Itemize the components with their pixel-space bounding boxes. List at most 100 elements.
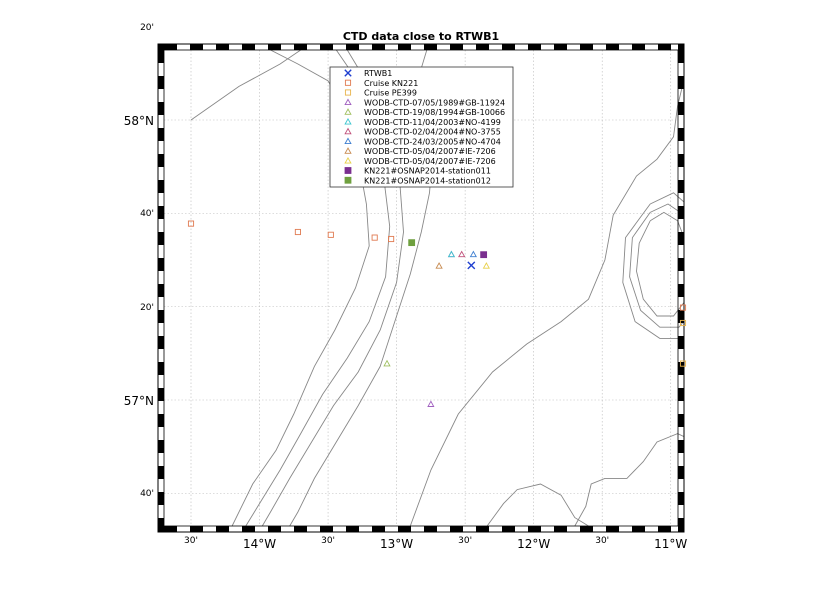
legend-marker — [344, 176, 352, 184]
legend-label: KN221#OSNAP2014-station011 — [364, 167, 491, 176]
legend-marker — [344, 127, 352, 135]
lon-tick-label: 11°W — [654, 537, 687, 551]
frame-segment — [158, 154, 164, 167]
frame-segment — [502, 44, 515, 50]
lat-tick-label: 40' — [140, 209, 154, 219]
frame-segment — [424, 526, 437, 532]
frame-segment — [678, 414, 684, 427]
station-marker — [480, 251, 488, 259]
legend-box — [329, 66, 514, 188]
lat-tick-label: 40' — [140, 489, 154, 499]
frame-segment — [294, 526, 307, 532]
frame-segment — [158, 258, 164, 271]
lon-tick-label: 30' — [184, 536, 198, 546]
frame-segment — [678, 76, 684, 89]
legend-label: KN221#OSNAP2014-station012 — [364, 176, 491, 185]
legend-marker — [344, 137, 352, 145]
legend-label: WODB-CTD-11/04/2003#NO-4199 — [364, 118, 501, 127]
frame-segment — [158, 102, 164, 115]
station-marker — [187, 220, 195, 227]
legend-label: WODB-CTD-05/04/2007#IE-7206 — [364, 157, 496, 166]
frame-segment — [164, 526, 177, 532]
frame-segment — [606, 526, 619, 532]
frame-segment — [580, 44, 593, 50]
frame-segment — [678, 206, 684, 219]
legend-label: WODB-CTD-05/04/2007#IE-7206 — [364, 147, 496, 156]
frame-segment — [158, 336, 164, 349]
legend-marker — [344, 147, 352, 154]
frame-segment — [554, 526, 567, 532]
depth-contour — [629, 203, 684, 328]
frame-segment — [216, 526, 229, 532]
legend-marker — [344, 167, 352, 174]
frame-corner — [158, 526, 164, 532]
frame-segment — [678, 362, 684, 375]
frame-segment — [424, 44, 437, 50]
frame-segment — [398, 44, 411, 50]
frame-segment — [450, 526, 463, 532]
frame-segment — [632, 44, 645, 50]
frame-corner — [678, 526, 684, 532]
frame-segment — [242, 526, 255, 532]
frame-segment — [158, 206, 164, 219]
legend-label: WODB-CTD-24/03/2005#NO-4704 — [364, 137, 501, 146]
frame-segment — [158, 232, 164, 245]
frame-segment — [320, 526, 333, 532]
legend-marker — [344, 156, 352, 164]
frame-segment — [158, 466, 164, 479]
frame-segment — [678, 180, 684, 193]
frame-segment — [372, 526, 385, 532]
depth-contour — [574, 433, 684, 527]
frame-segment — [678, 492, 684, 505]
station-marker — [371, 234, 378, 241]
lon-tick-label: 30' — [595, 536, 609, 546]
legend-label: WODB-CTD-19/08/1994#GB-10066 — [364, 108, 505, 117]
station-marker — [679, 360, 687, 367]
frame-segment — [158, 128, 164, 141]
depth-contour — [409, 77, 684, 527]
frame-segment — [678, 154, 684, 167]
map-title: CTD data close to RTWB1 — [342, 30, 500, 43]
frame-segment — [678, 518, 684, 526]
frame-segment — [678, 284, 684, 297]
frame-segment — [158, 492, 164, 505]
frame-segment — [268, 526, 281, 532]
frame-segment — [158, 414, 164, 427]
frame-segment — [268, 44, 281, 50]
legend-marker — [344, 69, 352, 77]
station-marker — [388, 235, 395, 243]
frame-segment — [528, 526, 541, 532]
frame-segment — [320, 44, 333, 50]
legend-label: WODB-CTD-07/05/1989#GB-11924 — [364, 98, 505, 107]
frame-segment — [554, 44, 567, 50]
frame-segment — [632, 526, 645, 532]
lon-tick-label: 30' — [458, 536, 472, 546]
frame-segment — [190, 526, 203, 532]
frame-segment — [658, 44, 671, 50]
legend-label: WODB-CTD-02/04/2004#NO-3755 — [364, 128, 501, 137]
lat-tick-label: 20' — [140, 23, 154, 33]
frame-segment — [164, 44, 177, 50]
legend-label: RTWB1 — [364, 69, 392, 78]
station-marker — [447, 250, 456, 258]
legend-marker — [344, 117, 352, 125]
station-marker — [458, 250, 466, 258]
lon-tick-label: 12°W — [517, 537, 550, 551]
frame-segment — [346, 44, 359, 50]
frame-segment — [158, 180, 164, 193]
frame-segment — [580, 526, 593, 532]
frame-segment — [528, 44, 541, 50]
frame-segment — [372, 44, 385, 50]
frame-segment — [476, 44, 489, 50]
frame-corner — [678, 44, 684, 50]
frame-segment — [158, 50, 164, 63]
legend-marker — [344, 89, 352, 96]
station-marker — [294, 228, 301, 236]
station-marker — [482, 262, 490, 269]
frame-segment — [294, 44, 307, 50]
station-marker — [679, 319, 687, 327]
frame-segment — [678, 310, 684, 323]
depth-contour — [636, 211, 684, 317]
